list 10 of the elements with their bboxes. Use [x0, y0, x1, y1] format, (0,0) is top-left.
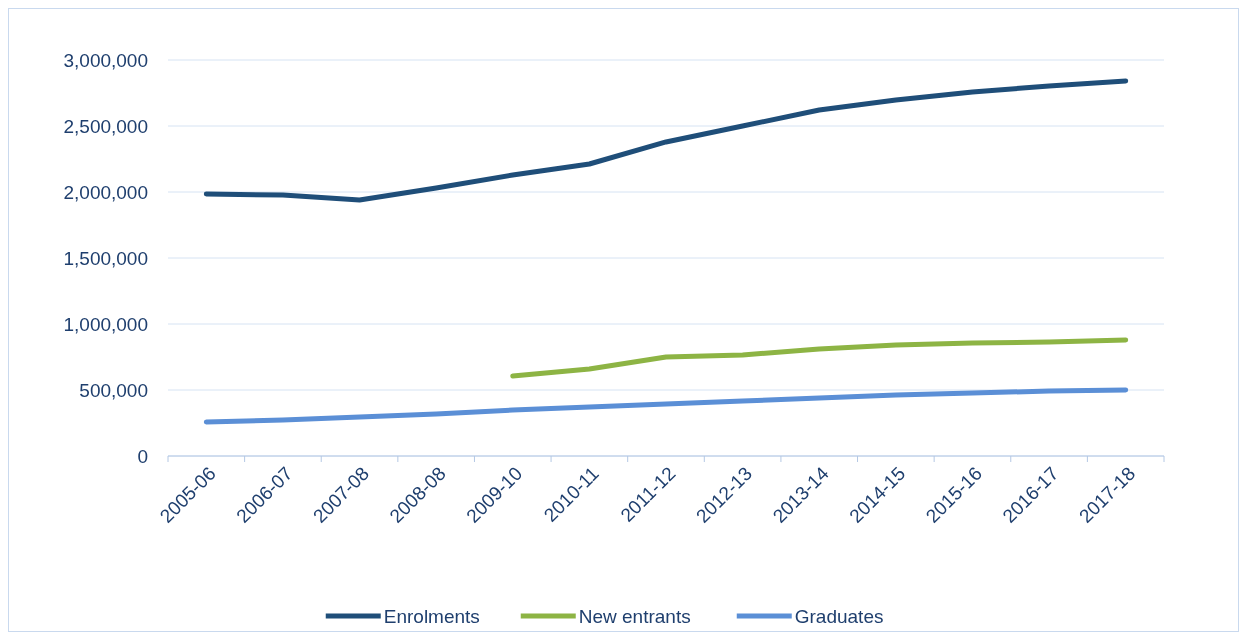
y-tick-label: 2,000,000 — [63, 181, 148, 203]
y-tick-label: 3,000,000 — [63, 49, 148, 71]
y-tick-label: 0 — [137, 445, 148, 467]
y-tick-label: 2,500,000 — [63, 115, 148, 137]
y-tick-label: 1,500,000 — [63, 247, 148, 269]
y-tick-label: 500,000 — [79, 379, 148, 401]
legend-label: Graduates — [794, 605, 884, 627]
y-tick-label: 1,000,000 — [63, 313, 148, 335]
legend-label: New entrants — [578, 605, 691, 627]
legend-label: Enrolments — [383, 605, 480, 627]
